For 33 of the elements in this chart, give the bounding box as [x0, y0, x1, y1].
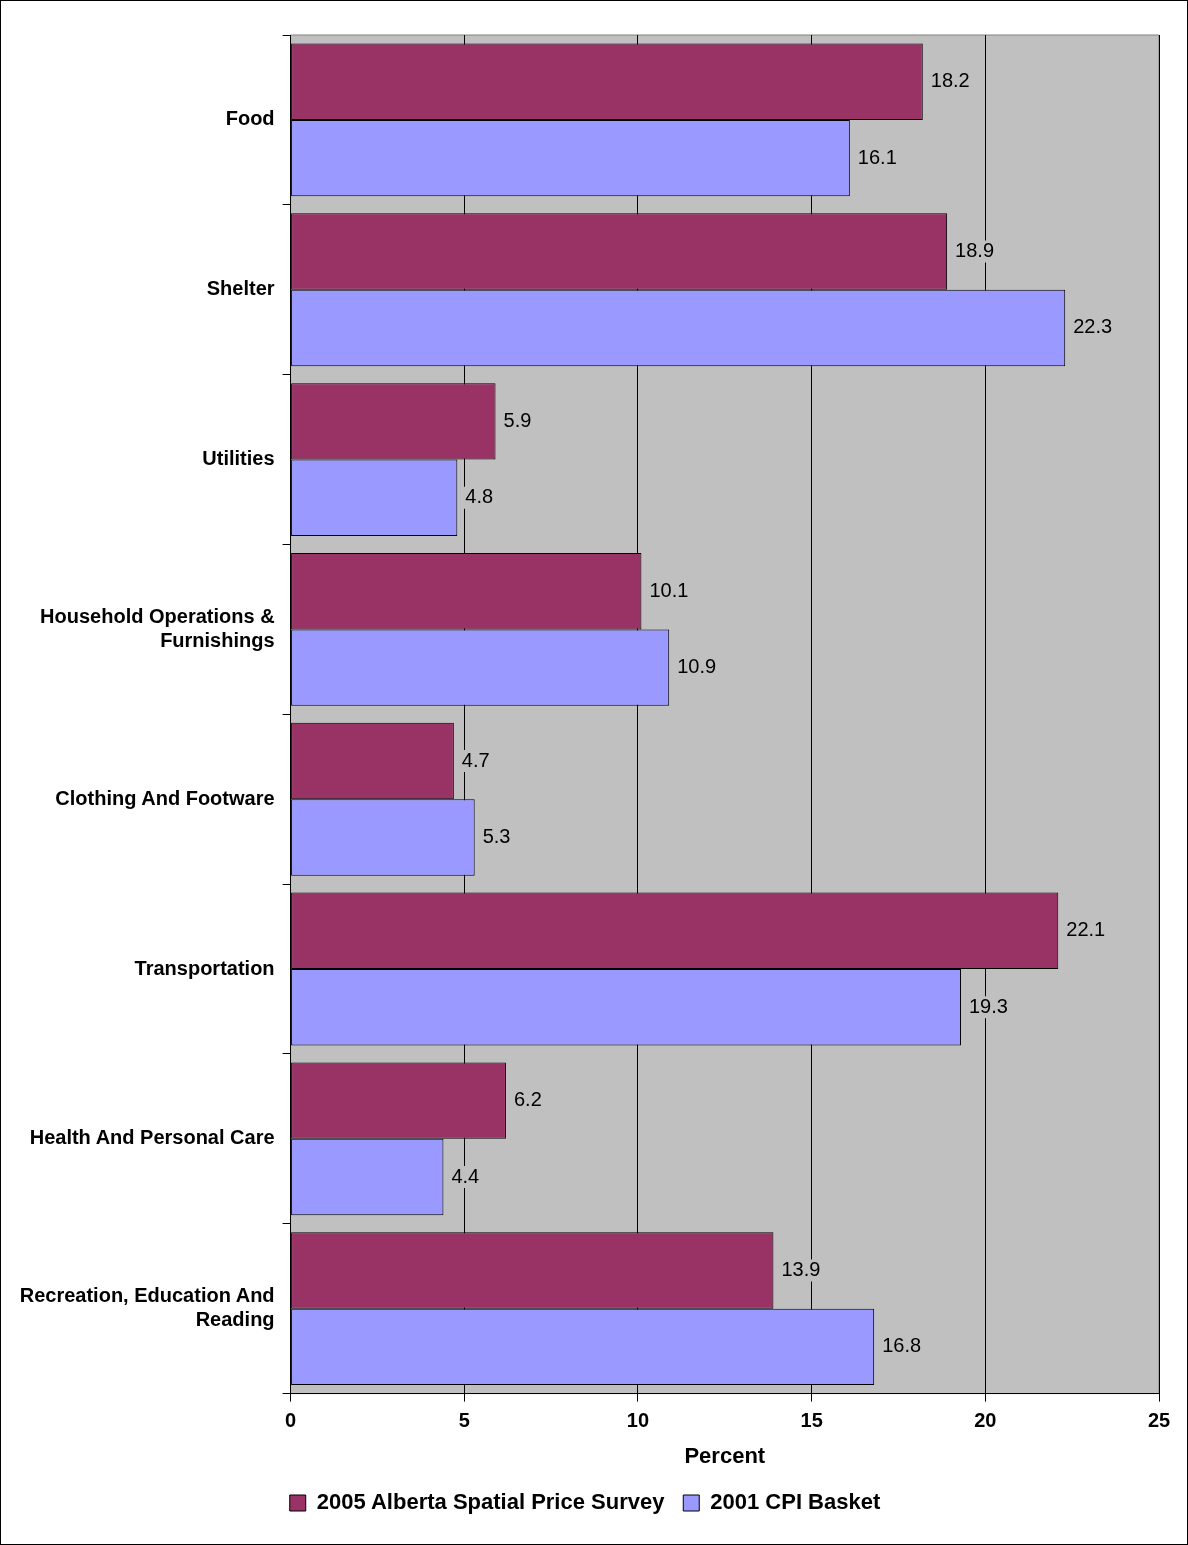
- data-label: 19.3: [969, 994, 1008, 1017]
- data-label: 22.3: [1073, 315, 1113, 338]
- y-tick-label: Clothing And Footware: [55, 786, 275, 809]
- x-tick-label: 15: [800, 1409, 823, 1432]
- data-label: 4.4: [451, 1164, 480, 1187]
- legend-label: 2005 Alberta Spatial Price Survey: [316, 1489, 666, 1515]
- data-label: 18.9: [955, 239, 995, 262]
- y-tick-label: Utilities: [202, 447, 275, 470]
- legend-label: 2001 CPI Basket: [710, 1489, 881, 1515]
- x-tick-label: 10: [626, 1409, 650, 1432]
- y-tick-label: Household Operations & Furnishings: [40, 604, 275, 651]
- x-tick-label: 5: [458, 1409, 470, 1432]
- data-label: 16.1: [857, 145, 897, 168]
- y-tick-label: Food: [225, 107, 275, 130]
- y-tick-label: Health And Personal Care: [29, 1126, 275, 1149]
- data-label: 22.1: [1066, 918, 1106, 941]
- y-tick-label: Shelter: [206, 277, 275, 300]
- data-label: 5.9: [503, 408, 532, 431]
- data-label: 18.2: [930, 69, 970, 92]
- data-label: 6.2: [513, 1088, 542, 1111]
- data-label: 16.8: [882, 1334, 922, 1357]
- data-label: 5.3: [482, 824, 511, 847]
- data-label: 10.1: [649, 578, 689, 601]
- x-axis-title: Percent: [684, 1442, 766, 1468]
- x-tick-label: 20: [974, 1409, 997, 1432]
- y-tick-label: Transportation: [134, 956, 275, 979]
- data-label: 10.9: [677, 655, 717, 678]
- data-label: 13.9: [781, 1257, 821, 1280]
- x-tick-label: 0: [285, 1409, 297, 1432]
- y-tick-label: Recreation, Education And Reading: [19, 1284, 275, 1331]
- data-label: 4.8: [465, 485, 494, 508]
- x-tick-label: 25: [1147, 1409, 1171, 1432]
- data-label: 4.7: [461, 748, 490, 771]
